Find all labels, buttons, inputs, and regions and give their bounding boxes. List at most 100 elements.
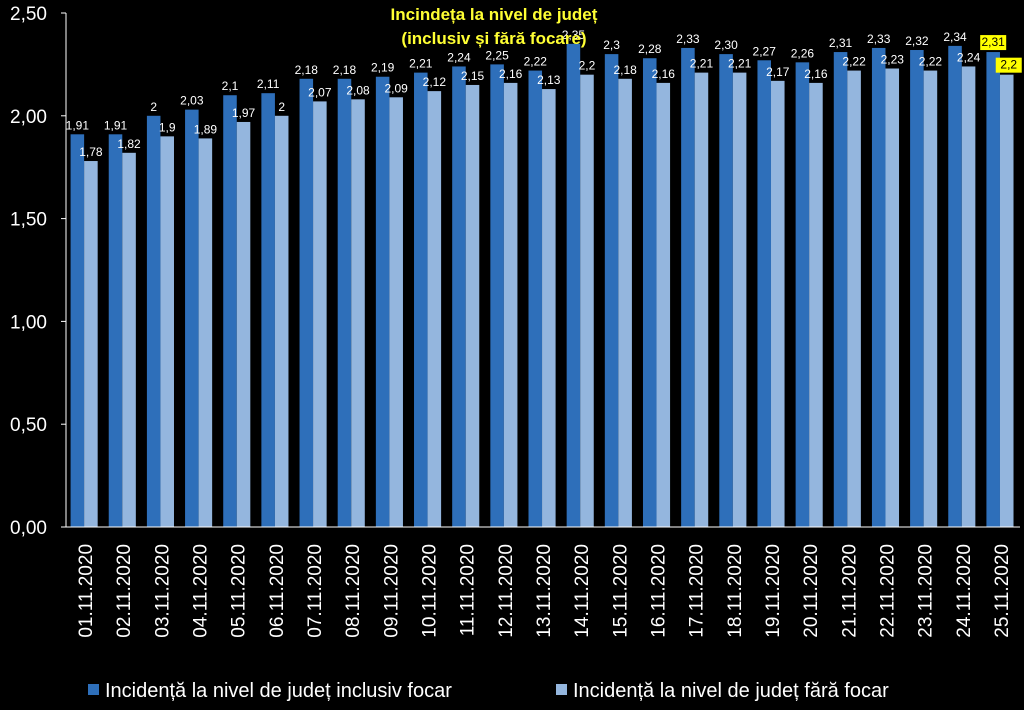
data-label: 2,18 [333, 63, 357, 77]
y-tick-label: 2,00 [10, 107, 47, 128]
data-label: 2,12 [423, 75, 447, 89]
y-tick-label: 1,00 [10, 312, 47, 333]
data-label: 2,11 [257, 77, 280, 91]
bar-inclusiv-focar [70, 134, 85, 527]
data-label: 2,16 [652, 67, 676, 81]
y-tick-label: 2,50 [10, 4, 47, 25]
bar-inclusiv-focar [719, 54, 733, 528]
data-label: 2,23 [881, 53, 905, 67]
x-tick-label: 17.11.2020 [687, 544, 708, 638]
data-label: 2,03 [180, 94, 204, 108]
data-label: 2,18 [613, 63, 637, 77]
bar-fara-focar [351, 99, 365, 528]
bar-fara-focar [313, 101, 327, 528]
data-label: 2,16 [804, 67, 828, 81]
data-label: 2,31 [982, 35, 1006, 49]
data-label: 2,2 [579, 59, 596, 73]
bar-inclusiv-focar [490, 64, 504, 528]
legend-label: Incidență la nivel de județ fără focar [573, 680, 889, 702]
x-tick-label: 21.11.2020 [839, 544, 860, 638]
data-label: 2,21 [728, 57, 752, 71]
data-label: 2,25 [485, 48, 509, 62]
bar-fara-focar [236, 121, 251, 527]
data-labels-layer: 1,911,781,911,8221,92,031,892,11,972,112… [66, 28, 1022, 159]
bar-fara-focar [503, 82, 518, 528]
legend-swatch [556, 684, 567, 695]
x-tick-label: 19.11.2020 [763, 544, 784, 638]
bar-fara-focar [274, 115, 289, 528]
bar-inclusiv-focar [337, 78, 352, 528]
x-tick-label: 18.11.2020 [725, 544, 746, 638]
data-label: 2,09 [384, 81, 408, 95]
data-label: 2,30 [714, 38, 738, 52]
data-label: 2 [278, 100, 285, 114]
bar-inclusiv-focar [566, 43, 581, 528]
data-label-highlight [995, 57, 1022, 73]
bar-inclusiv-focar [757, 60, 772, 528]
bar-inclusiv-focar [223, 95, 237, 528]
data-label: 2,26 [791, 46, 815, 60]
data-label: 1,89 [194, 122, 218, 136]
data-label: 2,1 [222, 79, 239, 93]
data-label: 2,28 [638, 42, 662, 56]
data-label: 2,33 [676, 32, 700, 46]
bar-inclusiv-focar [108, 134, 123, 527]
x-tick-label: 23.11.2020 [916, 544, 937, 638]
bar-inclusiv-focar [833, 52, 848, 528]
bar-fara-focar [122, 152, 136, 528]
x-tick-label: 10.11.2020 [420, 544, 441, 638]
bar-fara-focar [999, 74, 1014, 528]
bar-inclusiv-focar [948, 45, 962, 528]
x-tick-label: 08.11.2020 [343, 544, 364, 638]
data-label: 2,15 [461, 69, 485, 83]
data-label: 2,31 [829, 36, 853, 50]
bar-fara-focar [961, 66, 976, 528]
data-label: 2,17 [766, 65, 790, 79]
bar-fara-focar [656, 82, 671, 528]
x-tick-label: 25.11.2020 [992, 544, 1013, 638]
x-tick-label: 14.11.2020 [572, 544, 593, 638]
x-tick-label: 11.11.2020 [458, 544, 479, 636]
bar-inclusiv-focar [375, 76, 390, 528]
x-tick-label: 15.11.2020 [610, 544, 631, 638]
bar-inclusiv-focar [604, 54, 619, 528]
x-tick-label: 02.11.2020 [114, 544, 135, 638]
x-tick-label: 07.11.2020 [305, 544, 326, 638]
chart-subtitle: (inclusiv și fără focare) [401, 29, 586, 48]
x-tick-label: 13.11.2020 [534, 544, 555, 638]
x-tick-label: 20.11.2020 [801, 544, 822, 638]
x-tick-label: 22.11.2020 [877, 544, 898, 638]
bar-inclusiv-focar [871, 47, 886, 528]
data-label: 2,24 [447, 50, 471, 64]
data-label: 2,08 [346, 83, 370, 97]
y-tick-label: 0,00 [10, 518, 47, 539]
bar-fara-focar [618, 78, 632, 528]
data-label: 2,2 [1000, 58, 1017, 72]
x-tick-label: 24.11.2020 [954, 544, 975, 638]
data-label: 2,34 [943, 30, 967, 44]
legend-label: Incidență la nivel de județ inclusiv foc… [105, 680, 452, 702]
bar-fara-focar [389, 97, 403, 528]
data-label-highlight [980, 35, 1007, 51]
x-tick-label: 06.11.2020 [267, 544, 288, 638]
y-tick-label: 1,50 [10, 210, 47, 231]
data-label: 2,3 [603, 38, 620, 52]
bar-fara-focar [809, 82, 823, 528]
data-label: 2,22 [919, 55, 943, 69]
bar-fara-focar [160, 136, 174, 528]
data-label: 1,97 [232, 106, 256, 120]
data-label: 2,35 [562, 28, 586, 42]
bars-layer [70, 43, 1014, 528]
bar-fara-focar [84, 161, 98, 528]
bar-fara-focar [885, 68, 900, 528]
data-label: 2,27 [753, 44, 777, 58]
x-tick-label: 05.11.2020 [229, 544, 250, 638]
bar-inclusiv-focar [452, 66, 466, 528]
data-label: 1,9 [159, 120, 176, 134]
bar-fara-focar [771, 80, 785, 528]
bar-inclusiv-focar [261, 93, 275, 528]
x-tick-label: 16.11.2020 [648, 544, 669, 638]
data-label: 2,13 [537, 73, 561, 87]
bar-inclusiv-focar [528, 70, 543, 528]
bar-fara-focar [580, 74, 594, 528]
